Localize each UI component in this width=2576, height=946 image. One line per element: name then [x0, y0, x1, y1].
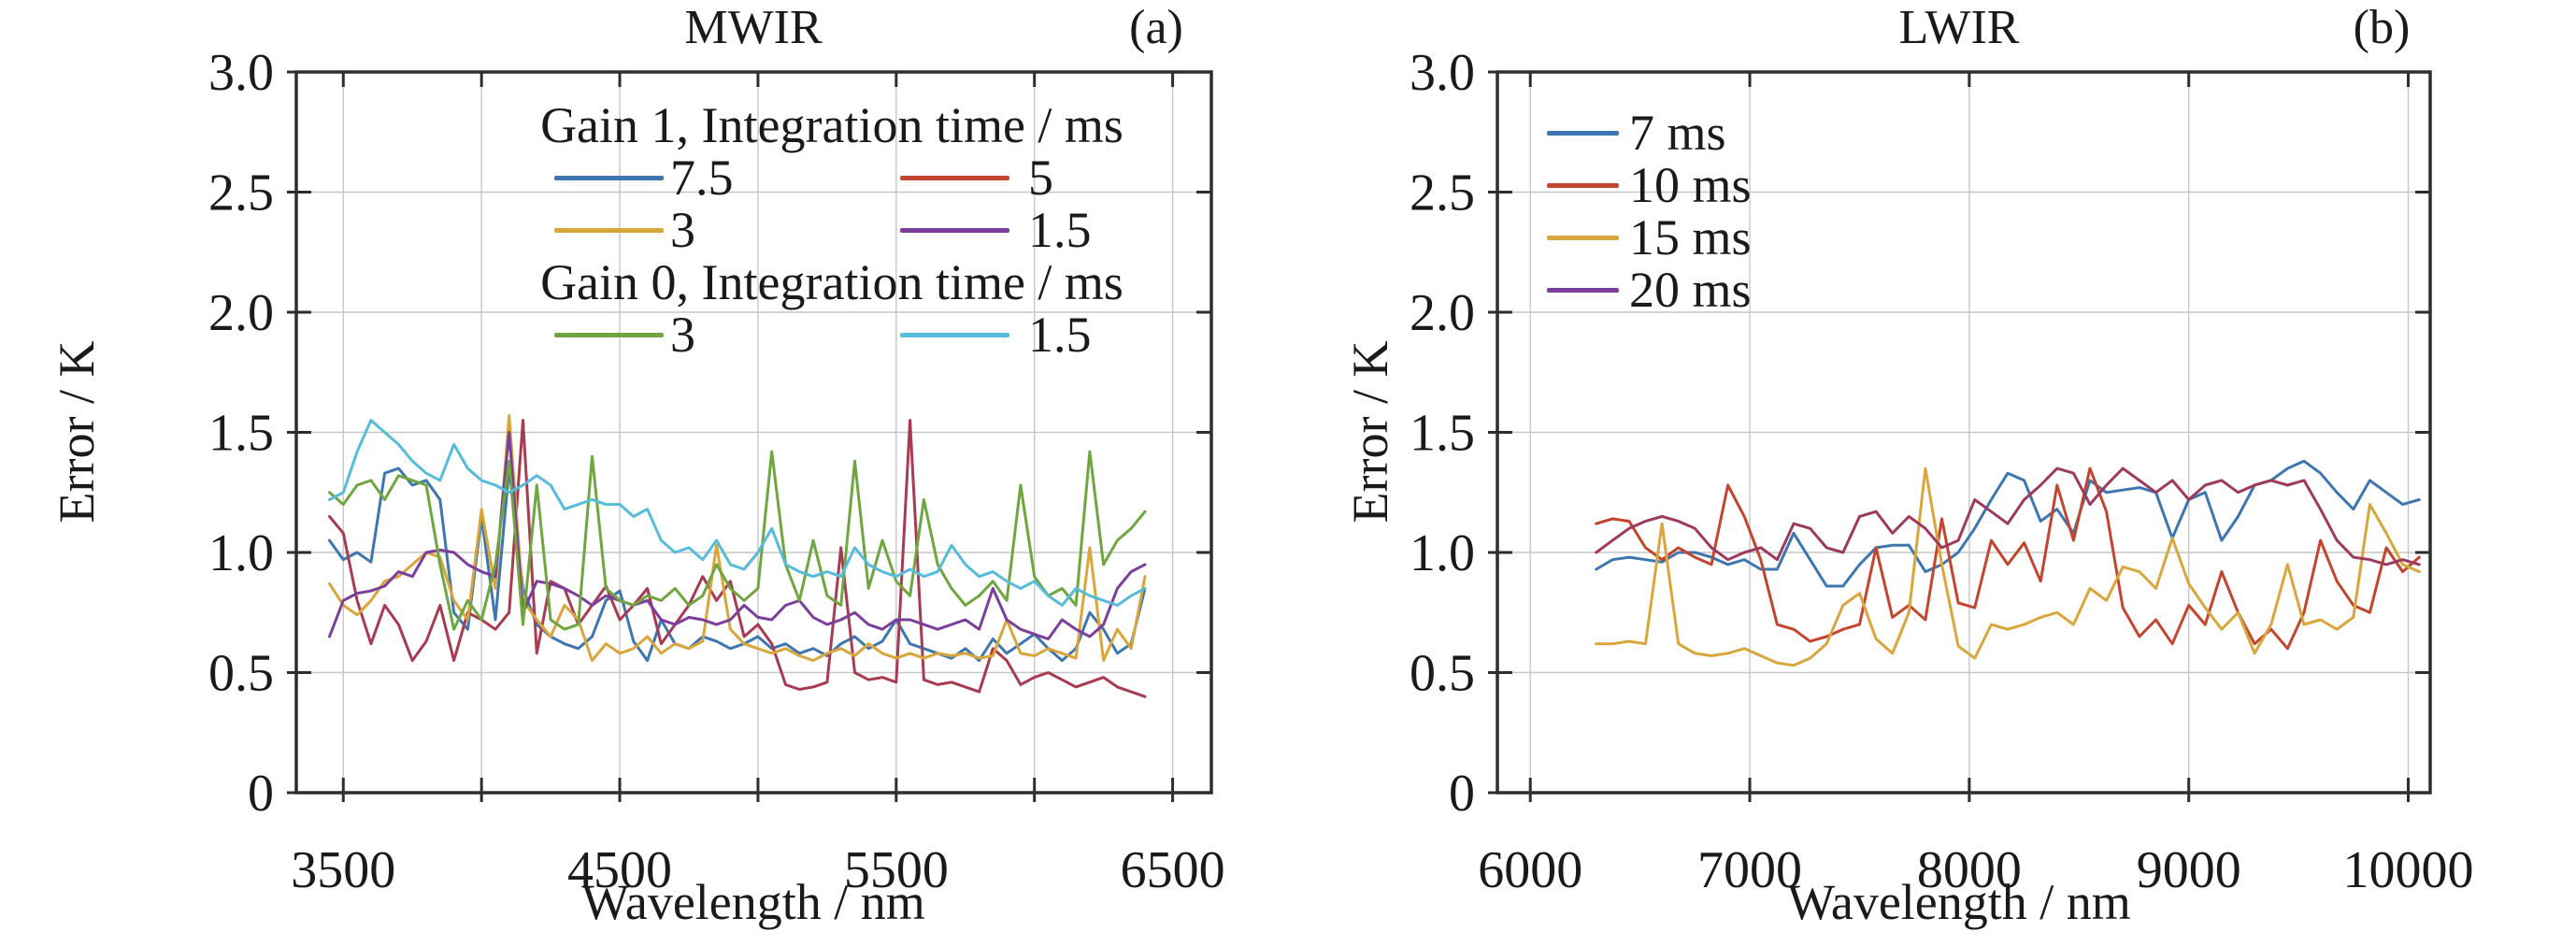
- y-tick-label: 2.5: [208, 165, 274, 222]
- legend-entry-label: 7.5: [670, 150, 734, 206]
- series-group-0: [328, 414, 1147, 698]
- legend-swatch-1.5: [900, 332, 1009, 337]
- x-tick-label: 3500: [291, 841, 395, 899]
- y-tick-label: 3.0: [208, 44, 274, 102]
- y-tick-label: 2.0: [1410, 284, 1475, 342]
- x-tick-label: 6000: [1478, 841, 1582, 899]
- legend-swatch-5: [900, 175, 1009, 180]
- legend-entry-label: 1.5: [1028, 307, 1092, 363]
- legend-group-header: Gain 0, Integration time / ms: [540, 254, 1123, 310]
- x-tick-label: 10000: [2343, 841, 2474, 899]
- series-line-7ms: [1595, 459, 2421, 588]
- mwir-y-axis-label: Error / K: [49, 340, 105, 523]
- series-line-gain1-5ms: [328, 419, 1147, 698]
- y-tick-label: 0: [1449, 765, 1475, 823]
- legend-swatch-15-ms: [1547, 235, 1619, 240]
- legend-entry-label: 10 ms: [1629, 157, 1752, 213]
- y-tick-label: 1.5: [208, 405, 274, 463]
- legend-swatch-7-ms: [1547, 130, 1619, 136]
- series-line-gain0-1.5ms: [328, 419, 1147, 607]
- y-tick-label: 0: [248, 765, 274, 823]
- x-tick-label: 6500: [1121, 841, 1225, 899]
- legend-entry-label: 5: [1028, 150, 1053, 206]
- legend-entry-label: 7 ms: [1629, 105, 1726, 161]
- series-line-gain1-1.5ms: [328, 431, 1147, 640]
- series-group-1: [1595, 459, 2421, 667]
- y-tick-label: 2.5: [1410, 165, 1475, 222]
- x-tick-label: 7000: [1697, 841, 1802, 899]
- lwir-y-axis-label: Error / K: [1342, 340, 1398, 523]
- legend-swatch-10-ms: [1547, 182, 1619, 188]
- y-tick-label: 0.5: [208, 645, 274, 703]
- legend-entry-label: 3: [670, 202, 695, 258]
- mwir-x-axis-label: Wavelength / nm: [581, 874, 925, 930]
- y-tick-label: 1.5: [1410, 405, 1475, 463]
- legend-entry-label: 20 ms: [1629, 262, 1752, 318]
- x-tick-label: 8000: [1917, 841, 2022, 899]
- series-line-gain1-3ms: [328, 414, 1147, 663]
- series-line-20ms: [1595, 466, 2421, 566]
- legend-swatch-3: [554, 332, 664, 337]
- legend-entry-label: 3: [670, 307, 695, 363]
- y-tick-label: 1.0: [208, 524, 274, 582]
- legend-swatch-7.5: [554, 175, 664, 180]
- series-line-gain1-7.5ms: [328, 466, 1147, 663]
- x-tick-label: 9000: [2137, 841, 2241, 899]
- y-tick-label: 2.0: [208, 284, 274, 342]
- legend-group-header: Gain 1, Integration time / ms: [540, 97, 1123, 153]
- legend-swatch-1.5: [900, 227, 1009, 233]
- legend-swatch-3: [554, 227, 664, 233]
- x-tick-label: 5500: [844, 841, 949, 899]
- lwir-panel-letter: (b): [2353, 1, 2411, 54]
- x-tick-label: 4500: [567, 841, 672, 899]
- legend-entry-label: 1.5: [1028, 202, 1092, 258]
- lwir-x-axis-label: Wavelength / nm: [1787, 874, 2131, 930]
- mwir-title: MWIR: [684, 1, 823, 54]
- legend-entry-label: 15 ms: [1629, 209, 1752, 265]
- lwir-title: LWIR: [1898, 1, 2020, 54]
- y-tick-label: 3.0: [1410, 44, 1475, 102]
- y-tick-label: 1.0: [1410, 524, 1475, 582]
- mwir-panel-letter: (a): [1129, 1, 1183, 54]
- legend-swatch-20-ms: [1547, 287, 1619, 293]
- series-line-10ms: [1595, 466, 2421, 651]
- series-line-15ms: [1595, 466, 2421, 667]
- y-tick-label: 0.5: [1410, 645, 1475, 703]
